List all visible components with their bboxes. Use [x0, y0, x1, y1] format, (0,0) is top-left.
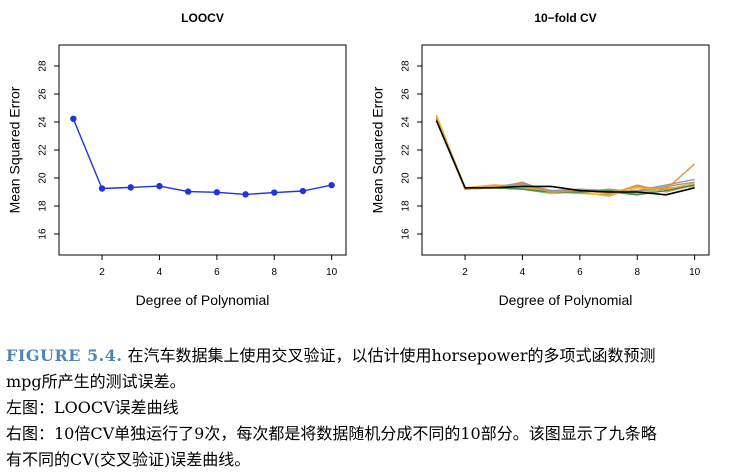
y-tick-label: 22	[38, 144, 49, 156]
x-tick-label: 4	[157, 267, 163, 278]
y-tick-label: 16	[401, 228, 412, 240]
plot-frame	[58, 44, 347, 256]
x-tick-label: 2	[462, 267, 468, 278]
y-tick-label: 20	[38, 172, 49, 184]
x-tick-label: 8	[634, 267, 640, 278]
y-tick-label: 26	[401, 88, 412, 100]
x-tick-label: 4	[520, 267, 526, 278]
series-line	[435, 118, 695, 192]
data-point	[156, 182, 163, 190]
figure-caption: FIGURE 5.4. 在汽车数据集上使用交叉验证，以估计使用horsepowe…	[6, 343, 726, 473]
series-line	[435, 116, 695, 196]
x-tick-label: 10	[689, 267, 701, 278]
y-tick-label: 22	[401, 144, 412, 156]
chart-title: LOOCV	[181, 11, 224, 25]
y-tick-label: 16	[38, 228, 49, 240]
series-line	[435, 117, 696, 195]
caption-line-5: 有不同的CV(交叉验证)误差曲线。	[6, 450, 251, 469]
x-axis-label: Degree of Polynomial	[499, 292, 633, 308]
data-point	[98, 185, 106, 192]
y-tick-label: 28	[38, 60, 49, 72]
data-point	[299, 187, 307, 195]
caption-line-4: 右图：10倍CV单独运行了9次，每次都是将数据随机分成不同的10部分。该图显示了…	[6, 424, 657, 443]
data-point	[242, 191, 249, 198]
series-line	[435, 118, 695, 196]
y-tick-label: 18	[401, 200, 412, 212]
y-axis-label: Mean Squared Error	[370, 86, 386, 213]
x-tick-label: 10	[326, 267, 338, 278]
chart-title: 10−fold CV	[534, 11, 596, 25]
x-tick-label: 6	[577, 267, 583, 278]
x-tick-label: 2	[99, 267, 105, 278]
y-tick-label: 24	[401, 116, 412, 128]
data-point	[184, 188, 192, 195]
x-tick-label: 8	[271, 267, 277, 278]
figure-label: FIGURE 5.4.	[6, 346, 123, 365]
plot-frame	[421, 44, 710, 256]
caption-line-1: FIGURE 5.4. 在汽车数据集上使用交叉验证，以估计使用horsepowe…	[6, 343, 726, 369]
series-line	[435, 117, 695, 193]
x-axis-label: Degree of Polynomial	[136, 292, 270, 308]
caption-text-1: 在汽车数据集上使用交叉验证，以估计使用horsepower的多项式函数预测	[127, 346, 656, 365]
caption-line-2: mpg所产生的测试误差。	[6, 372, 186, 391]
data-point	[70, 115, 77, 122]
y-tick-label: 24	[38, 116, 49, 128]
data-point	[328, 181, 335, 189]
series-line	[435, 114, 695, 197]
y-tick-label: 20	[401, 172, 412, 184]
data-point	[127, 184, 134, 191]
y-axis-label: Mean Squared Error	[7, 86, 23, 213]
caption-line-3: 左图：LOOCV误差曲线	[6, 398, 179, 417]
data-point	[213, 189, 221, 196]
y-tick-label: 18	[38, 200, 49, 212]
series-line	[435, 120, 695, 195]
data-point	[271, 189, 278, 196]
x-tick-label: 6	[214, 267, 220, 278]
series-line	[435, 117, 695, 195]
series-line	[435, 118, 695, 196]
series-line	[435, 120, 695, 196]
series-line	[72, 118, 332, 196]
y-tick-label: 28	[401, 60, 412, 72]
y-tick-label: 26	[38, 88, 49, 100]
